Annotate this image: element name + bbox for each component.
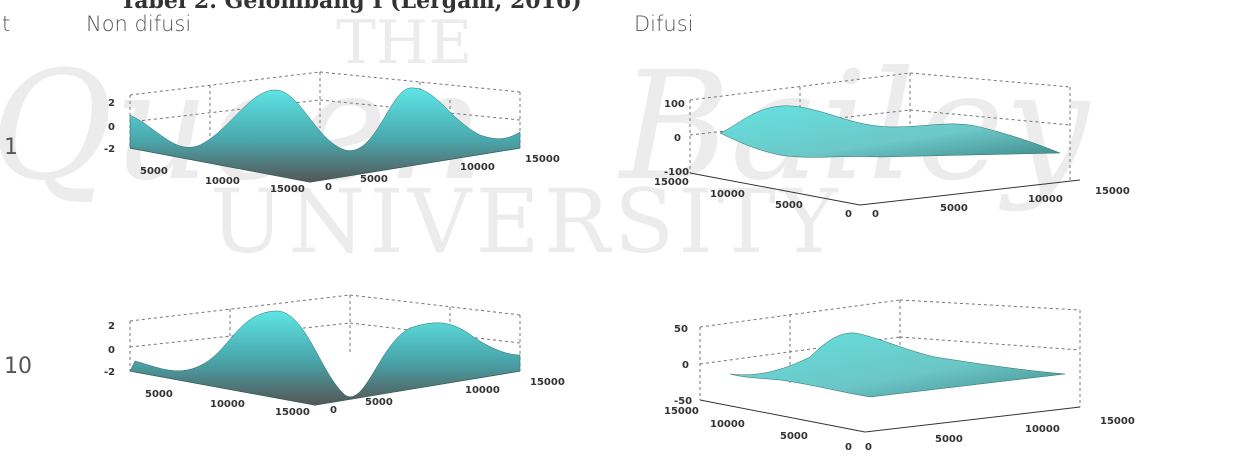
x-tick: 15000	[654, 177, 689, 188]
x-tick: 10000	[710, 419, 745, 430]
header-non-difusi: Non difusi	[86, 12, 192, 36]
z-tick: 50	[674, 324, 688, 335]
z-tick: -2	[104, 367, 115, 378]
y-tick: 15000	[525, 154, 560, 165]
surface-plot-t10-difusi: 50 0 -50 15000 10000 5000 0 0 5000 10000…	[660, 292, 1180, 456]
z-tick: 0	[108, 345, 115, 356]
z-tick: -2	[104, 144, 115, 155]
z-tick: 0	[674, 133, 681, 144]
header-difusi: Difusi	[634, 12, 694, 36]
header-t: t	[2, 12, 11, 36]
y-tick: 5000	[935, 434, 963, 445]
surface-plot-t1-non-difusi: 2 0 -2 5000 10000 15000 0 5000 10000 150…	[100, 60, 600, 214]
surface-plot-t1-difusi: 100 0 -100 15000 10000 5000 0 0 5000 100…	[650, 65, 1190, 229]
y-tick: 5000	[360, 174, 388, 185]
z-tick: 2	[108, 321, 115, 332]
z-tick: 2	[108, 98, 115, 109]
z-tick: -50	[674, 396, 692, 407]
x-tick: 10000	[710, 189, 745, 200]
x-tick: 5000	[780, 431, 808, 442]
row-label-t1: 1	[4, 135, 18, 160]
table-caption: Tabel 2. Gelombang I (Lergam, 2016)	[120, 0, 582, 14]
z-tick: -100	[664, 167, 689, 178]
y-tick: 10000	[1028, 194, 1063, 205]
z-tick: 100	[664, 99, 685, 110]
y-tick: 10000	[1025, 424, 1060, 435]
y-tick: 5000	[365, 397, 393, 408]
x-tick: 0	[845, 209, 852, 220]
z-tick: 0	[108, 122, 115, 133]
y-tick: 0	[325, 182, 332, 193]
surface-plot-t10-non-difusi: 2 0 -2 5000 10000 15000 0 5000 10000 150…	[100, 283, 600, 437]
y-tick: 0	[872, 209, 879, 220]
y-tick: 0	[865, 442, 872, 452]
x-tick: 5000	[775, 200, 803, 211]
x-tick: 10000	[205, 176, 240, 187]
x-tick: 15000	[270, 184, 305, 195]
y-tick: 0	[330, 405, 337, 416]
y-tick: 10000	[465, 385, 500, 396]
y-tick: 5000	[940, 203, 968, 214]
x-tick: 0	[845, 442, 852, 452]
y-tick: 10000	[460, 162, 495, 173]
y-tick: 15000	[1100, 416, 1135, 427]
y-tick: 15000	[530, 377, 565, 388]
x-tick: 5000	[140, 166, 168, 177]
y-tick: 15000	[1095, 186, 1130, 197]
x-tick: 15000	[275, 407, 310, 418]
x-tick: 10000	[210, 399, 245, 410]
x-tick: 5000	[145, 389, 173, 400]
row-label-t10: 10	[4, 354, 32, 379]
z-tick: 0	[682, 360, 689, 371]
x-tick: 15000	[664, 406, 699, 417]
